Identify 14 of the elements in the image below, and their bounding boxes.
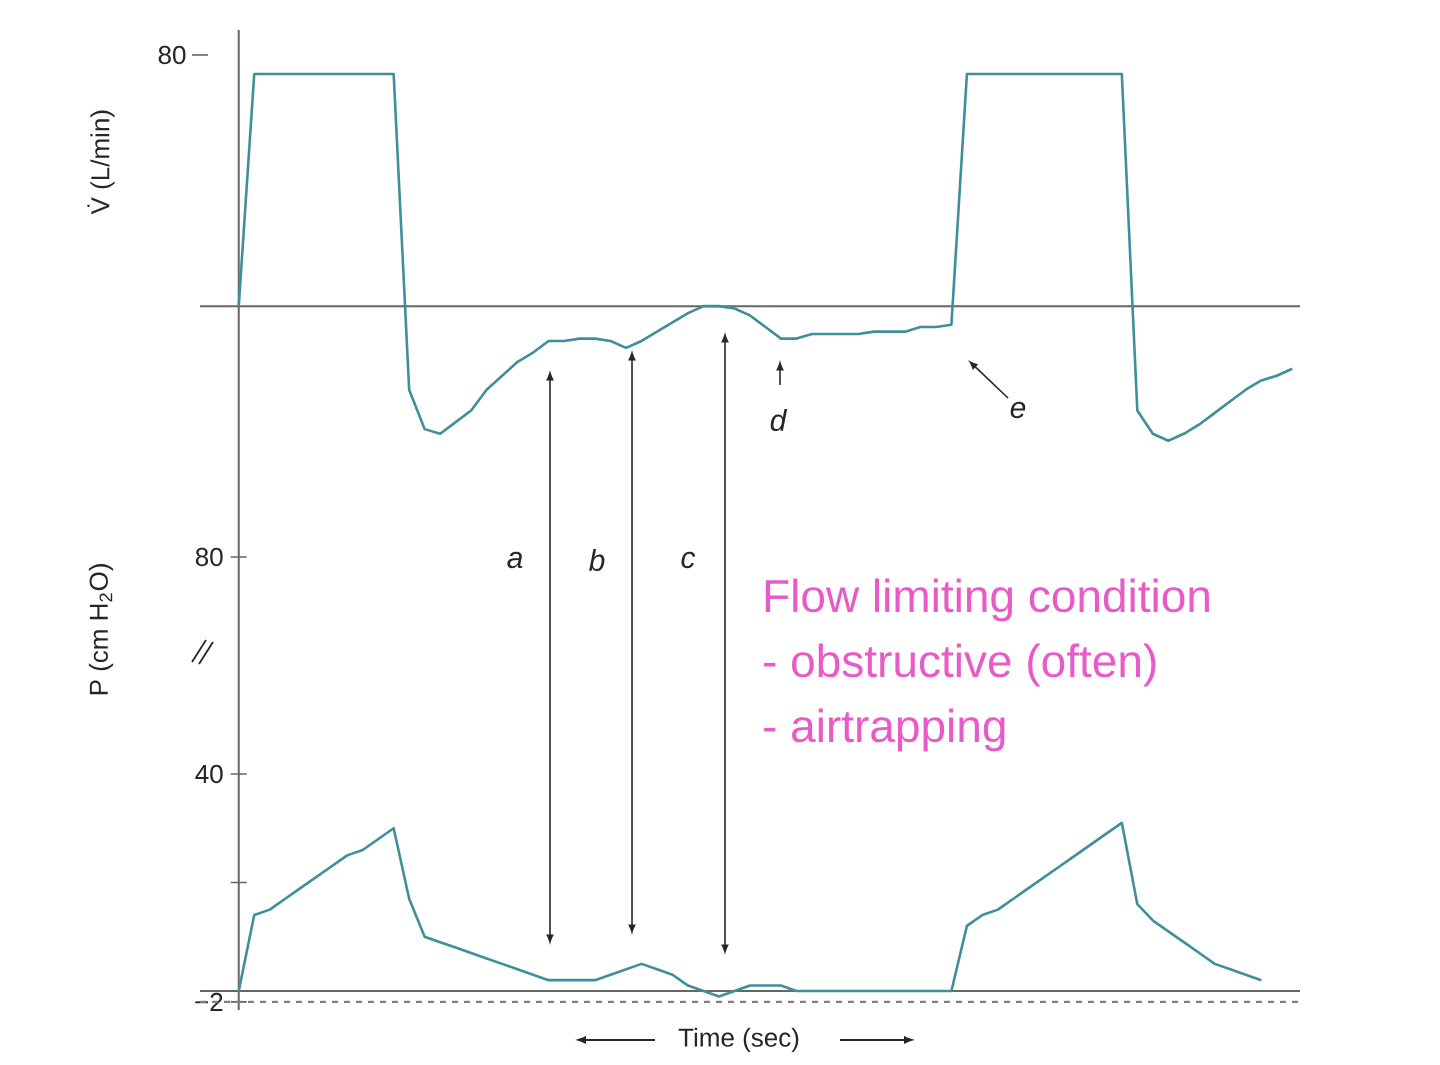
- annotation: b: [589, 548, 605, 571]
- y-axis-title: V̇ (L/min): [87, 110, 115, 215]
- y-axis-title: P (cm H$_{2}$O): [88, 564, 114, 695]
- x-axis-title: Time (sec): [678, 1027, 799, 1052]
- annotation: c: [681, 551, 696, 569]
- annotation: d: [770, 408, 788, 432]
- annotation: Flow limiting condition: [765, 578, 1209, 622]
- annotation: - obstructive (often): [764, 643, 1156, 687]
- annotation: - airtrapping: [764, 708, 1005, 752]
- annotation: a: [507, 551, 523, 569]
- text: 80: [158, 45, 186, 65]
- annotation: e: [1010, 401, 1026, 419]
- y-tick-label: 80: [195, 547, 223, 567]
- y-tick-label: 40: [195, 764, 223, 784]
